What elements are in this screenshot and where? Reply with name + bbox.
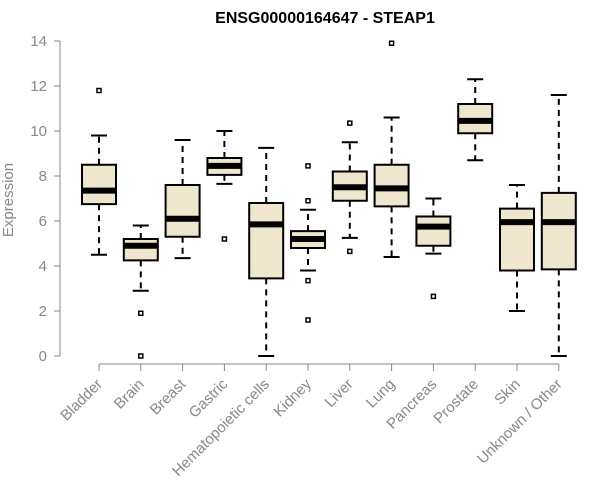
x-tick-label: Breast xyxy=(147,375,190,418)
outlier-point xyxy=(138,353,144,359)
y-axis: 0 2 4 6 8 10 12 14 xyxy=(30,33,61,365)
box-group-kidney xyxy=(290,163,326,323)
y-tick-label: 12 xyxy=(30,78,47,95)
box-group-breast xyxy=(164,139,201,260)
x-tick-label: Skin xyxy=(491,376,524,409)
outlier-point xyxy=(221,236,228,242)
box-group-bladder xyxy=(81,87,117,256)
y-tick-label: 10 xyxy=(30,123,47,140)
x-tick-label: Bladder xyxy=(57,376,106,425)
outlier-point xyxy=(388,40,395,46)
outlier-point xyxy=(96,87,102,94)
outlier-point xyxy=(305,198,311,204)
box-group-unknown-other xyxy=(540,94,577,357)
outlier-point xyxy=(305,317,311,323)
box-group-pancreas xyxy=(415,197,452,300)
x-tick-label: Liver xyxy=(322,376,357,411)
y-tick-label: 14 xyxy=(30,33,47,50)
outlier-point xyxy=(305,163,311,169)
y-tick-label: 2 xyxy=(39,303,47,320)
iqr-box xyxy=(122,238,159,262)
chart-title: ENSG00000164647 - STEAP1 xyxy=(215,10,435,27)
y-tick-label: 8 xyxy=(39,168,47,185)
box-group-gastric xyxy=(206,130,243,242)
outlier-point xyxy=(347,248,353,255)
y-tick-label: 6 xyxy=(39,213,47,230)
box-group-lung xyxy=(373,40,410,258)
x-tick-label: Brain xyxy=(111,376,148,413)
iqr-box xyxy=(415,215,452,247)
iqr-box xyxy=(164,184,201,238)
box-group-skin xyxy=(499,184,535,312)
iqr-box xyxy=(540,191,577,271)
box-group-brain xyxy=(122,224,159,359)
box-group-liver xyxy=(331,120,368,255)
outlier-point xyxy=(347,120,353,126)
plot-area xyxy=(81,40,577,359)
outlier-point xyxy=(138,310,144,316)
y-axis-label: Expression xyxy=(0,163,17,237)
x-tick-label: Kidney xyxy=(270,375,315,420)
x-tick-label: Lung xyxy=(363,376,399,412)
iqr-box xyxy=(81,163,117,206)
outlier-point xyxy=(430,293,437,300)
y-tick-label: 4 xyxy=(39,258,47,275)
x-tick-label: Prostate xyxy=(430,376,482,428)
y-tick-label: 0 xyxy=(39,348,47,365)
outlier-point xyxy=(305,277,311,284)
iqr-box xyxy=(248,202,285,280)
box-group-hematopoietic-cells xyxy=(248,146,285,357)
box-group-prostate xyxy=(457,78,494,162)
iqr-box xyxy=(499,207,535,272)
